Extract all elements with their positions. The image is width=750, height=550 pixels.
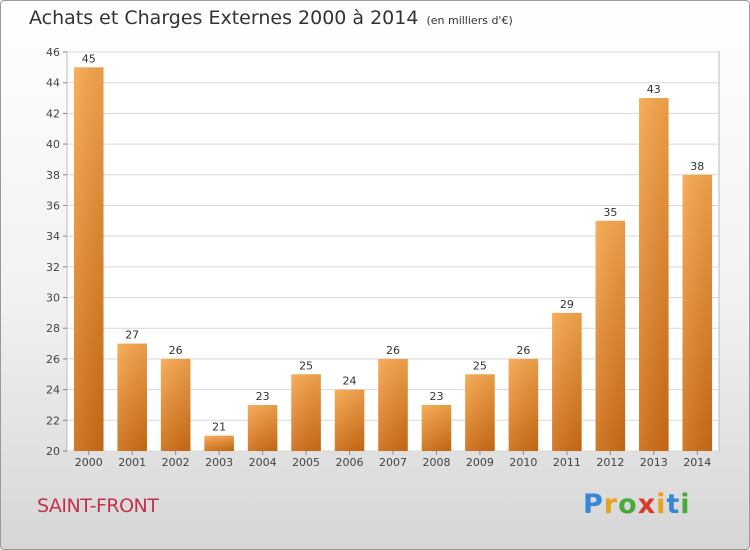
bar-shade [73, 67, 104, 451]
y-tick-label: 36 [46, 199, 60, 212]
y-tick-label: 28 [46, 322, 60, 335]
x-tick-label: 2002 [162, 456, 190, 469]
y-tick-label: 20 [46, 445, 60, 458]
bar-value-label: 29 [560, 298, 574, 311]
logo-letter: r [603, 489, 619, 520]
y-tick-label: 42 [46, 107, 60, 120]
logo-letter: P [583, 489, 604, 520]
bar-shade [552, 312, 582, 451]
bar-shade [465, 374, 495, 451]
logo-letter: t [666, 489, 681, 520]
bar-value-label: 23 [256, 390, 270, 403]
bar-value-label: 25 [473, 359, 487, 372]
bar-value-label: 25 [299, 359, 313, 372]
x-tick-label: 2007 [379, 456, 407, 469]
logo-letter: i [680, 489, 691, 520]
x-tick-label: 2009 [466, 456, 494, 469]
bar-value-label: 45 [82, 52, 96, 65]
bar-shade [160, 358, 191, 451]
bar-shade [291, 374, 321, 451]
bar-shade [334, 389, 365, 451]
y-tick-label: 46 [46, 46, 60, 59]
x-tick-label: 2001 [118, 456, 146, 469]
bar-value-label: 35 [603, 206, 617, 219]
x-tick-label: 2014 [683, 456, 711, 469]
y-tick-label: 44 [46, 77, 60, 90]
proxiti-logo: Proxiti [583, 489, 691, 520]
x-tick-label: 2008 [422, 456, 450, 469]
chart-subtitle: (en milliers d'€) [426, 14, 513, 27]
y-tick-label: 38 [46, 169, 60, 182]
bar-shade [378, 358, 408, 451]
x-tick-label: 2003 [205, 456, 233, 469]
bar-value-label: 26 [386, 344, 400, 357]
bar-shade [682, 174, 713, 451]
x-tick-label: 2012 [596, 456, 624, 469]
bar-value-label: 24 [343, 375, 357, 388]
logo-letter: x [637, 489, 657, 520]
x-tick-label: 2006 [336, 456, 364, 469]
bar-value-label: 26 [516, 344, 530, 357]
bar-value-label: 23 [429, 390, 443, 403]
bar-shade [595, 220, 626, 451]
bar-value-label: 43 [647, 83, 661, 96]
x-tick-label: 2013 [640, 456, 668, 469]
x-tick-label: 2005 [292, 456, 320, 469]
bar-value-label: 26 [169, 344, 183, 357]
bar-value-label: 27 [125, 329, 139, 342]
bar-shade [421, 404, 452, 451]
y-tick-label: 26 [46, 353, 60, 366]
bar-value-label: 21 [212, 421, 226, 434]
y-tick-label: 32 [46, 261, 60, 274]
chart-title: Achats et Charges Externes 2000 à 2014 [29, 7, 419, 29]
bar-value-label: 38 [690, 160, 704, 173]
logo-letter: i [656, 489, 667, 520]
y-tick-label: 30 [46, 292, 60, 305]
x-tick-label: 2004 [249, 456, 277, 469]
bar-shade [639, 98, 669, 452]
y-tick-label: 40 [46, 138, 60, 151]
y-tick-label: 34 [46, 230, 60, 243]
y-tick-label: 22 [46, 414, 60, 427]
y-tick-label: 24 [46, 384, 60, 397]
bar-shade [508, 358, 539, 451]
title-row: Achats et Charges Externes 2000 à 2014 (e… [29, 7, 513, 29]
x-tick-label: 2000 [75, 456, 103, 469]
bar-shade [204, 435, 234, 451]
x-tick-label: 2011 [553, 456, 581, 469]
x-tick-label: 2010 [509, 456, 537, 469]
bar-shade [117, 343, 147, 451]
bar-shade [247, 404, 278, 451]
logo-letter: o [618, 489, 638, 520]
commune-name: SAINT-FRONT [37, 495, 159, 517]
